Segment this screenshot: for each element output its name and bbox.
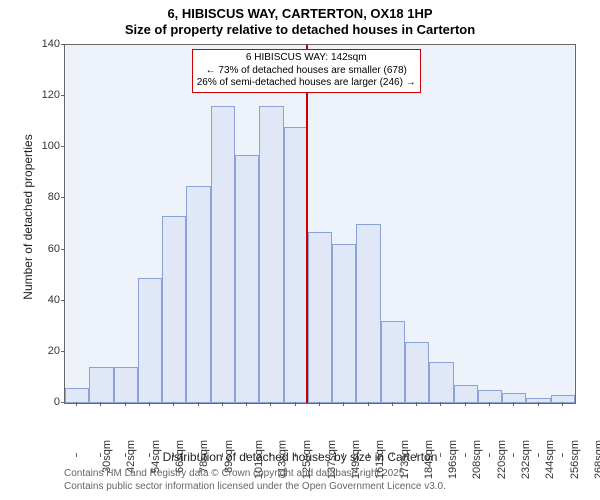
x-tick-mark [319,402,320,406]
histogram-bar [332,244,356,403]
x-tick-mark [100,402,101,406]
x-tick-mark [368,402,369,406]
x-axis-label: Distribution of detached houses by size … [0,450,600,464]
histogram-bar [114,367,138,403]
plot-area: 6 HIBISCUS WAY: 142sqm← 73% of detached … [64,44,576,404]
histogram-bar [308,232,332,403]
x-tick-mark [198,402,199,406]
x-tick-mark [538,402,539,406]
x-tick-mark [270,402,271,406]
annotation-text-line2: ← 73% of detached houses are smaller (67… [197,65,416,78]
x-tick-mark [295,402,296,406]
y-tick-label: 140 [42,38,60,50]
histogram-bar [138,278,162,403]
x-tick-mark [416,402,417,406]
histogram-bar [65,388,89,403]
x-tick-mark [76,402,77,406]
chart-container: 6, HIBISCUS WAY, CARTERTON, OX18 1HP Siz… [0,0,600,500]
histogram-bar [89,367,113,403]
x-axis-ticks: 30sqm42sqm54sqm66sqm78sqm89sqm101sqm113s… [64,402,574,452]
footer-line2: Contains public sector information licen… [64,481,446,492]
chart-title-line1: 6, HIBISCUS WAY, CARTERTON, OX18 1HP [0,6,600,21]
histogram-bar [429,362,453,403]
annotation-box: 6 HIBISCUS WAY: 142sqm← 73% of detached … [192,49,421,93]
annotation-vertical-line [306,45,308,403]
histogram-bar [454,385,478,403]
x-tick-mark [125,402,126,406]
y-axis-ticks: 020406080100120140 [0,44,64,402]
x-tick-mark [513,402,514,406]
histogram-bar [162,216,186,403]
histogram-bar [356,224,380,403]
x-tick-mark [465,402,466,406]
footer-line1: Contains HM Land Registry data © Crown c… [64,468,407,479]
histogram-bar [186,186,210,403]
x-tick-mark [149,402,150,406]
y-tick-label: 100 [42,140,60,152]
y-tick-label: 80 [48,191,60,203]
annotation-text-line1: 6 HIBISCUS WAY: 142sqm [197,52,416,65]
x-tick-mark [246,402,247,406]
y-tick-label: 60 [48,243,60,255]
annotation-text-line3: 26% of semi-detached houses are larger (… [197,77,416,90]
x-tick-mark [343,402,344,406]
histogram-bar [405,342,429,403]
x-tick-mark [440,402,441,406]
x-tick-mark [173,402,174,406]
x-tick-mark [562,402,563,406]
x-tick-mark [222,402,223,406]
histogram-bar [284,127,308,403]
y-tick-label: 40 [48,294,60,306]
y-tick-label: 0 [54,396,60,408]
histogram-bar [211,106,235,403]
x-tick-mark [489,402,490,406]
y-tick-label: 120 [42,89,60,101]
histogram-bar [235,155,259,403]
y-tick-label: 20 [48,345,60,357]
chart-title-line2: Size of property relative to detached ho… [0,22,600,37]
histogram-bar [259,106,283,403]
x-tick-mark [392,402,393,406]
histogram-bar [381,321,405,403]
